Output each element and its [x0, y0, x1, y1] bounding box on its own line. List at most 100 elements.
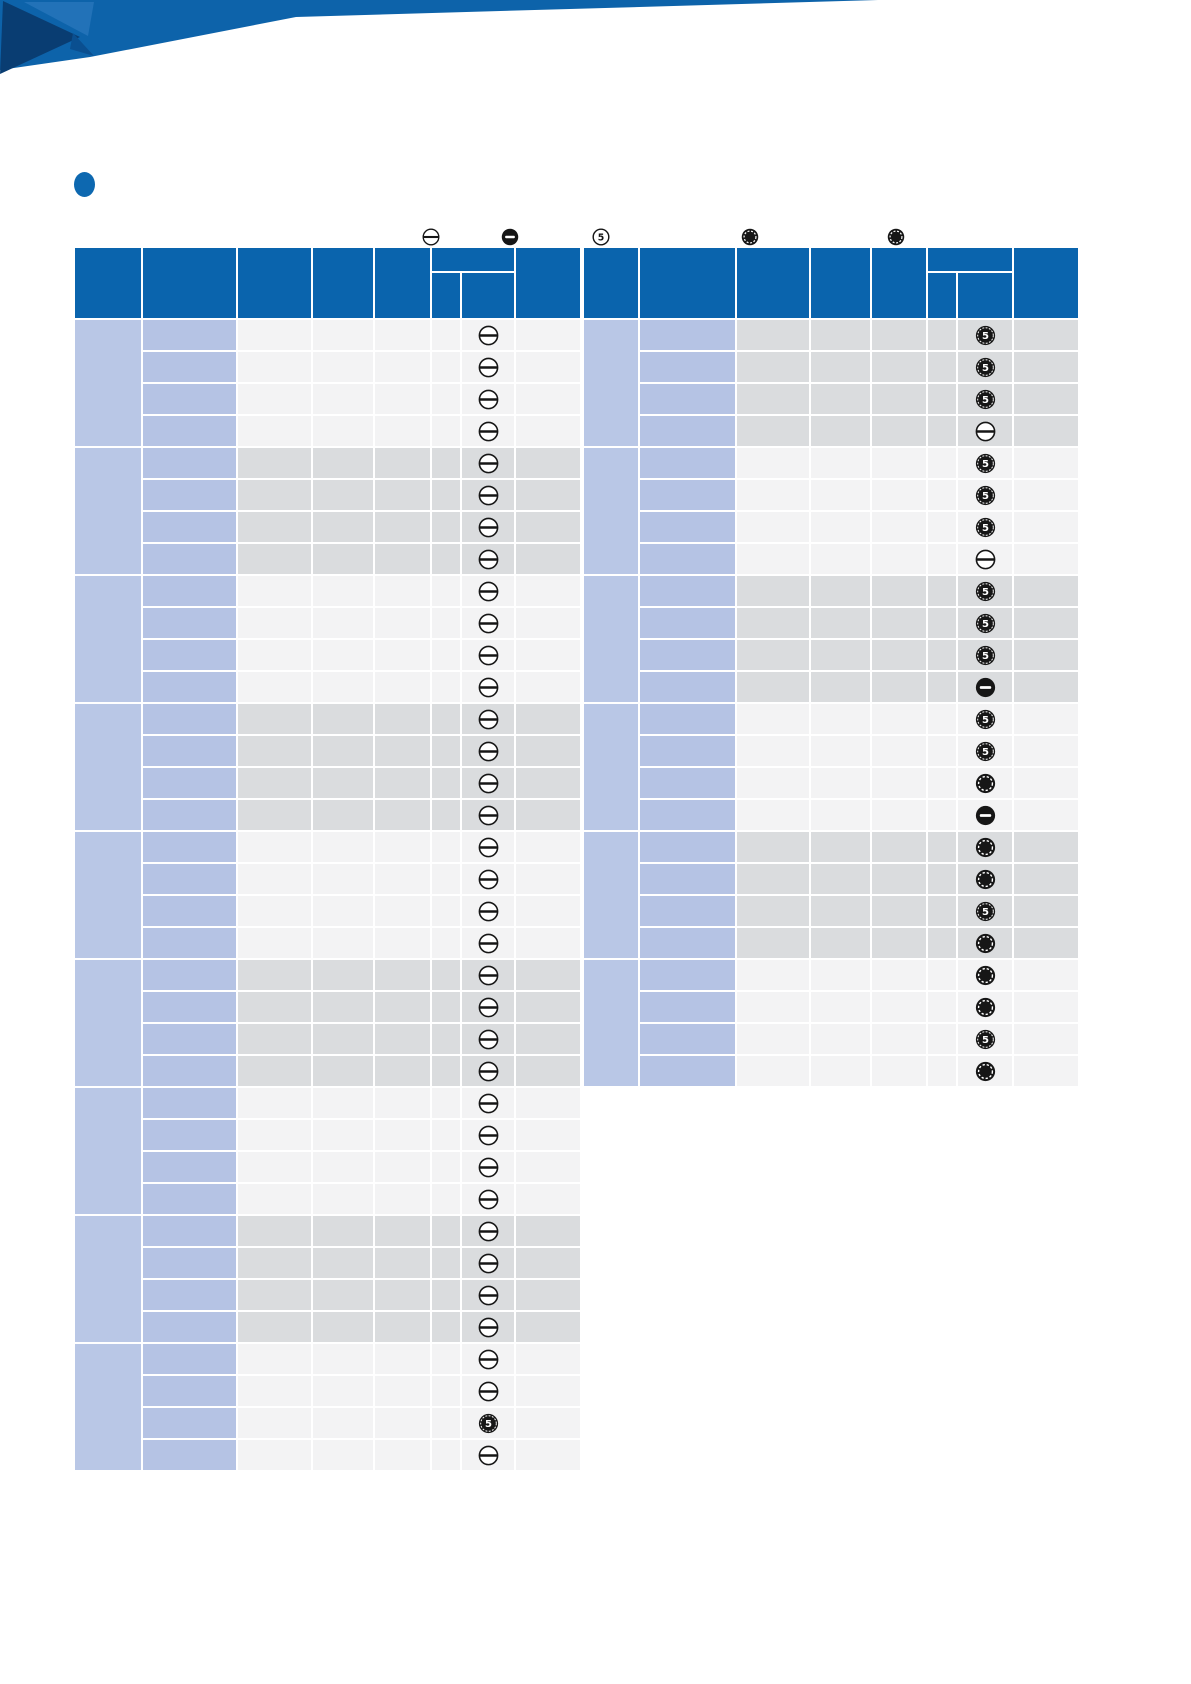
svg-text:5: 5	[982, 619, 989, 630]
symbol-slot-outline	[462, 1440, 514, 1470]
data-cell	[516, 544, 580, 574]
data-cell	[1014, 800, 1078, 830]
data-cell	[737, 1024, 809, 1054]
data-cell	[928, 1024, 956, 1054]
data-cell	[811, 864, 870, 894]
symbol-hex	[958, 768, 1012, 798]
data-cell	[432, 800, 460, 830]
symbol-slot-outline	[462, 864, 514, 894]
group-cell	[75, 576, 141, 702]
data-cell	[737, 1056, 809, 1086]
data-cell	[238, 1024, 311, 1054]
row-header-cell	[143, 1216, 236, 1246]
data-cell	[313, 1248, 373, 1278]
row-header-cell	[640, 704, 735, 734]
data-cell	[928, 512, 956, 542]
symbol-slot-outline	[462, 480, 514, 510]
data-cell	[432, 320, 460, 350]
data-cell	[516, 480, 580, 510]
data-cell	[928, 832, 956, 862]
header-cell	[584, 248, 638, 318]
row-header-cell	[143, 736, 236, 766]
data-cell	[313, 672, 373, 702]
header-cell	[640, 248, 735, 318]
row-header-cell	[640, 928, 735, 958]
data-cell	[375, 640, 430, 670]
data-cell	[313, 1312, 373, 1342]
data-cell	[737, 608, 809, 638]
data-cell	[516, 576, 580, 606]
row-header-cell	[143, 960, 236, 990]
data-cell	[375, 480, 430, 510]
data-cell	[238, 1216, 311, 1246]
data-cell	[516, 608, 580, 638]
symbol-slot-outline	[462, 800, 514, 830]
row-header-cell	[143, 928, 236, 958]
data-cell	[1014, 416, 1078, 446]
data-cell	[432, 576, 460, 606]
row-header-cell	[640, 896, 735, 926]
data-cell	[811, 640, 870, 670]
data-cell	[313, 928, 373, 958]
data-cell	[375, 768, 430, 798]
data-cell	[375, 448, 430, 478]
data-cell	[432, 1120, 460, 1150]
header-subcell	[432, 273, 460, 318]
data-cell	[516, 1280, 580, 1310]
data-cell	[516, 448, 580, 478]
header-subcell	[928, 273, 956, 318]
row-header-cell	[640, 352, 735, 382]
symbol-slot-outline	[462, 896, 514, 926]
data-cell	[238, 384, 311, 414]
symbol-slot-outline	[462, 1120, 514, 1150]
row-header-cell	[143, 1056, 236, 1086]
svg-text:5: 5	[982, 1035, 989, 1046]
row-header-cell	[143, 1312, 236, 1342]
row-header-cell	[143, 768, 236, 798]
data-cell	[375, 672, 430, 702]
data-cell	[238, 1280, 311, 1310]
data-cell	[516, 640, 580, 670]
data-cell	[432, 480, 460, 510]
data-cell	[811, 832, 870, 862]
data-cell	[238, 1408, 311, 1438]
data-cell	[313, 608, 373, 638]
header-cell	[811, 248, 870, 318]
data-cell	[375, 1312, 430, 1342]
data-cell	[432, 960, 460, 990]
data-cell	[238, 448, 311, 478]
data-cell	[737, 992, 809, 1022]
data-cell	[432, 1376, 460, 1406]
data-cell	[928, 576, 956, 606]
data-cell	[313, 416, 373, 446]
data-cell	[238, 1344, 311, 1374]
data-cell	[737, 960, 809, 990]
group-cell	[584, 576, 638, 702]
data-cell	[313, 320, 373, 350]
data-cell	[872, 1024, 926, 1054]
data-cell	[313, 1152, 373, 1182]
symbol-circle-5: 5	[958, 512, 1012, 542]
symbol-slot-outline	[462, 960, 514, 990]
header-cell	[516, 248, 580, 318]
data-cell	[516, 960, 580, 990]
symbol-circle-5: 5	[958, 1024, 1012, 1054]
data-cell	[737, 768, 809, 798]
data-cell	[811, 576, 870, 606]
data-cell	[811, 704, 870, 734]
data-cell	[872, 736, 926, 766]
data-cell	[928, 768, 956, 798]
data-cell	[872, 928, 926, 958]
data-cell	[737, 896, 809, 926]
data-cell	[238, 672, 311, 702]
data-cell	[432, 928, 460, 958]
data-cell	[516, 384, 580, 414]
data-cell	[737, 480, 809, 510]
svg-text:5: 5	[982, 747, 989, 758]
symbol-slot-outline	[462, 608, 514, 638]
symbol-slot-outline	[462, 1152, 514, 1182]
row-header-cell	[640, 832, 735, 862]
data-cell	[375, 1216, 430, 1246]
data-cell	[737, 320, 809, 350]
